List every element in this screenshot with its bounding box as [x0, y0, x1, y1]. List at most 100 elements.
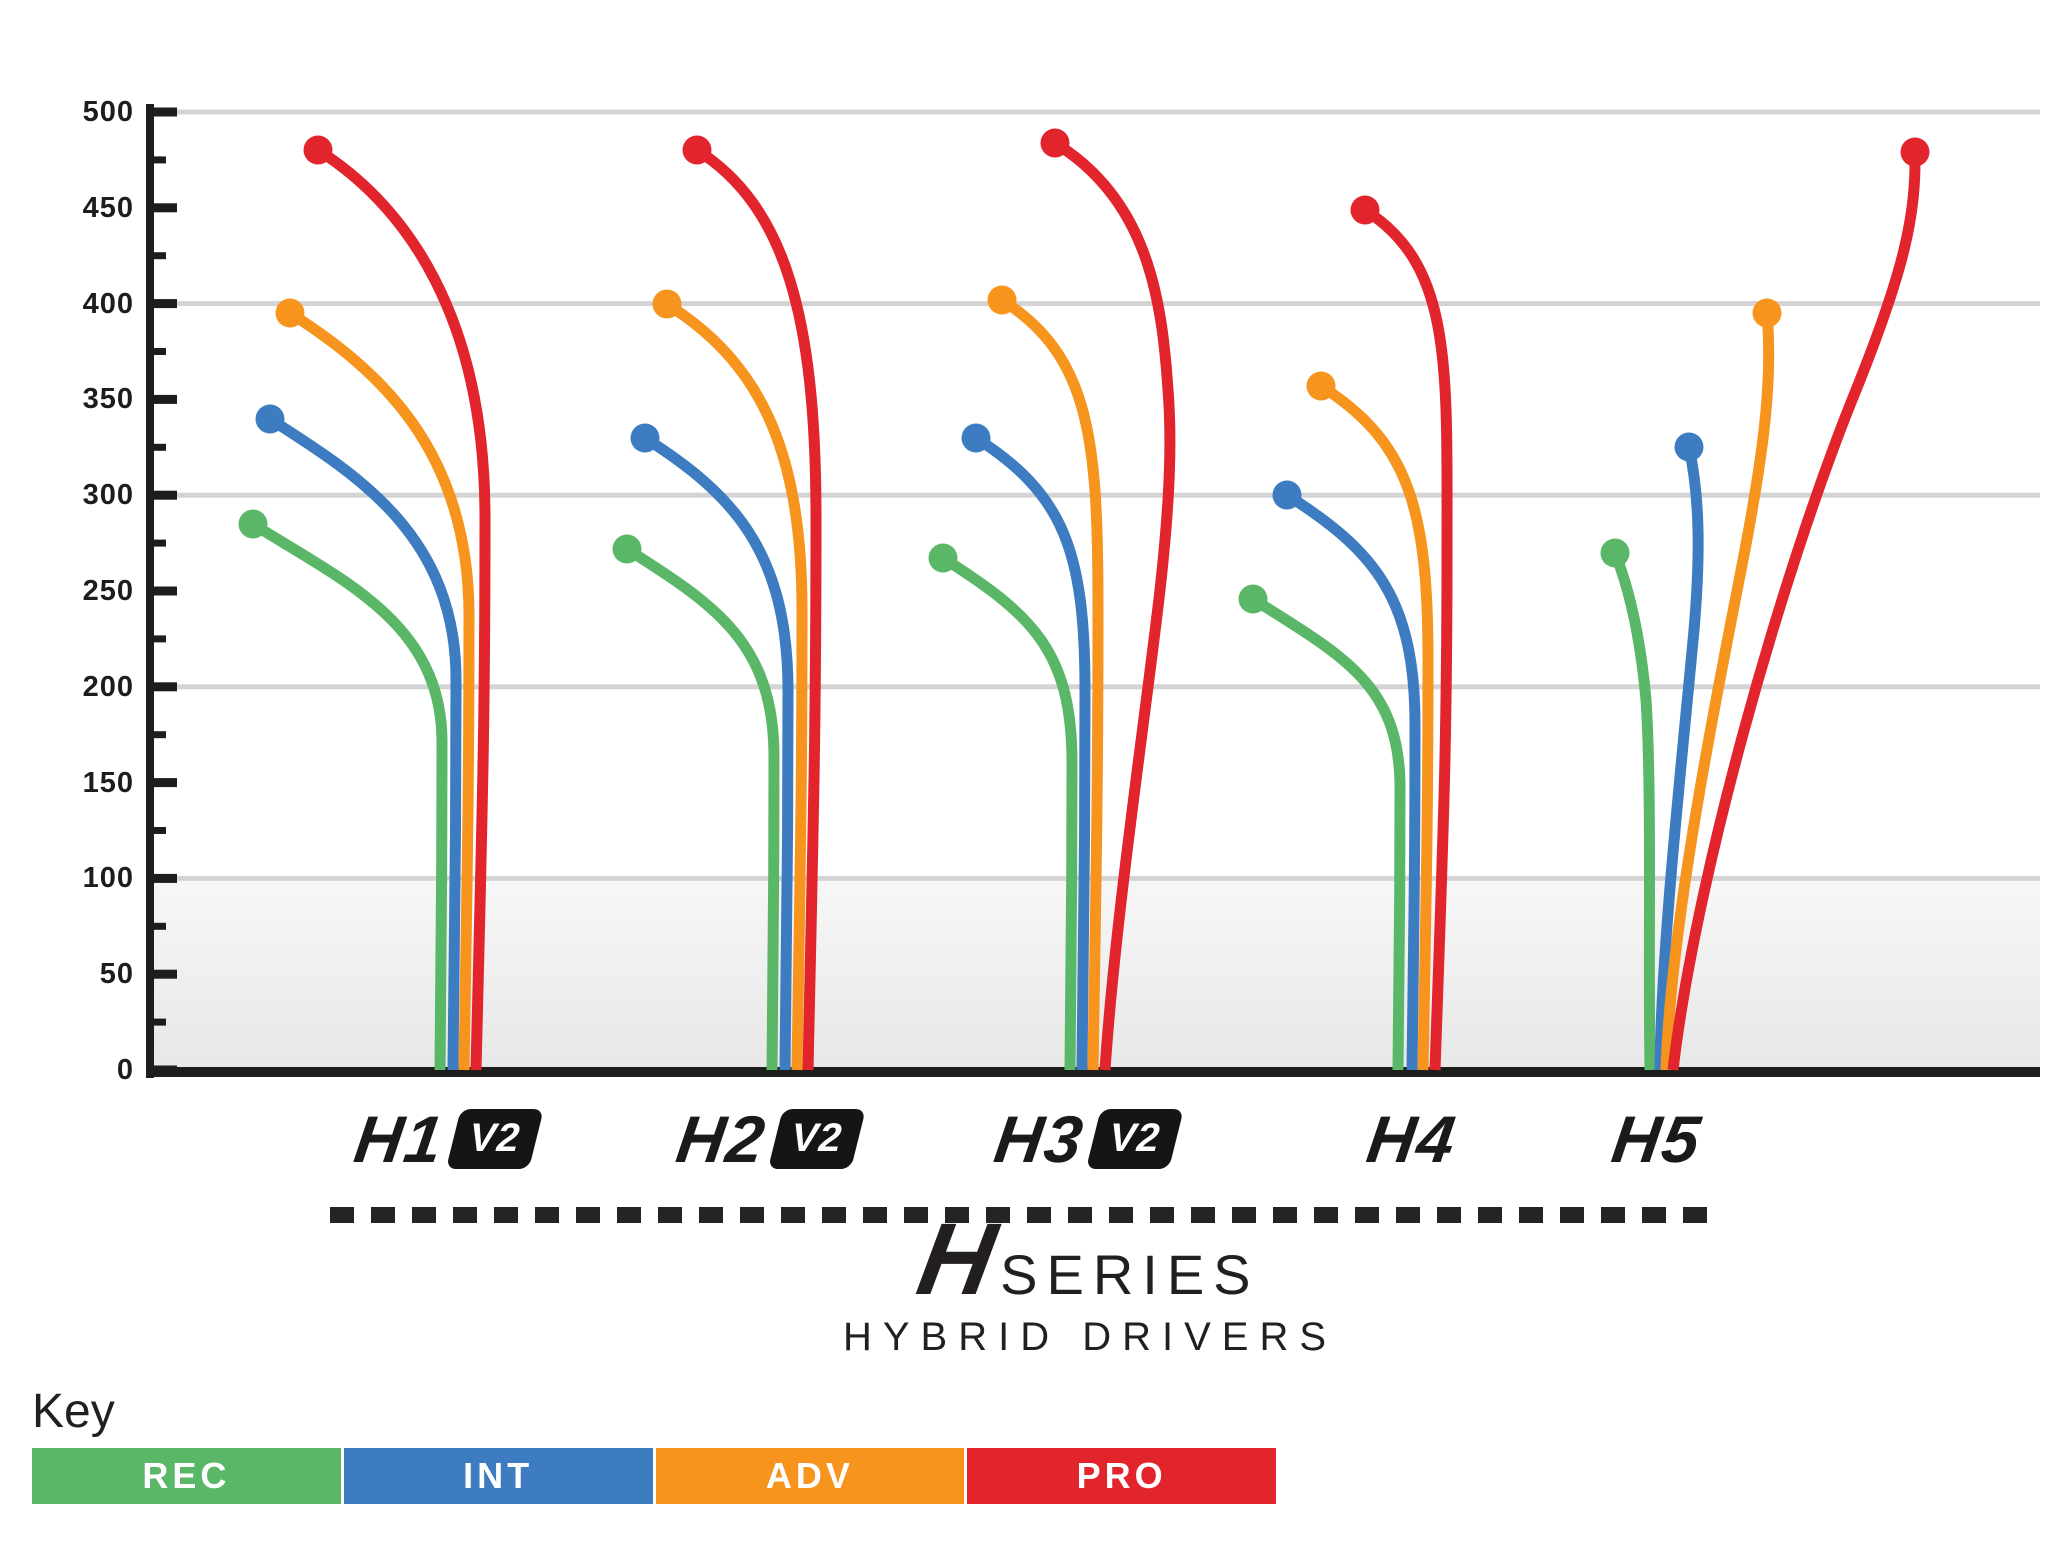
- y-tick-275: [146, 539, 166, 547]
- flight-curve-h4-int: [1284, 490, 1421, 1071]
- v2-badge: V2: [768, 1109, 867, 1169]
- h-logo: H: [910, 1202, 1005, 1316]
- landing-dot-h1-int: [255, 404, 285, 434]
- y-tick-50: [146, 969, 177, 979]
- flight-curve-h4-pro: [1362, 205, 1453, 1071]
- landing-dot-h1-rec: [238, 509, 268, 539]
- legend-segment-int: INT: [343, 1448, 653, 1504]
- landing-dot-h4-rec: [1238, 584, 1268, 614]
- y-tick-250: [146, 586, 177, 596]
- flight-curve-h3-int: [973, 433, 1091, 1071]
- series-subtitle: HYBRID DRIVERS: [842, 1314, 1338, 1359]
- disc-name-h4: H4: [1362, 1102, 1462, 1176]
- y-tick-375: [146, 348, 166, 355]
- y-tick-25: [146, 1018, 166, 1026]
- y-tick-400: [146, 299, 177, 309]
- flight-curve-h2-rec: [624, 544, 780, 1071]
- y-tick-200: [146, 682, 177, 692]
- flight-curve-h3-adv: [999, 295, 1104, 1071]
- flight-curve-h1-adv: [287, 308, 475, 1071]
- v2-badge-text: V2: [786, 1116, 849, 1160]
- flight-curve-h5-int: [1654, 445, 1704, 1071]
- y-tick-300: [146, 490, 177, 500]
- disc-name-h3: H3: [990, 1102, 1089, 1176]
- legend-label-rec: REC: [142, 1455, 231, 1496]
- series-word: SERIES: [1000, 1243, 1260, 1306]
- y-tick-500: [146, 107, 177, 117]
- legend-segment-pro: PRO: [967, 1448, 1276, 1504]
- flight-curve-h1-pro: [315, 145, 491, 1071]
- y-tick-225: [146, 635, 166, 643]
- landing-dot-h5-rec: [1600, 538, 1630, 568]
- landing-dot-h2-pro: [682, 135, 712, 165]
- y-axis-label-400: 400: [82, 287, 134, 320]
- y-tick-100: [146, 873, 177, 883]
- landing-dot-h5-adv: [1752, 298, 1782, 328]
- legend-bar: REC INT ADV PRO: [32, 1448, 1276, 1504]
- key-label: Key: [32, 1385, 115, 1438]
- landing-dot-h5-pro: [1900, 137, 1930, 167]
- landing-dot-h4-int: [1272, 480, 1302, 510]
- legend-label-pro: PRO: [1076, 1455, 1167, 1496]
- landing-dot-h3-pro: [1040, 128, 1070, 158]
- landing-dot-h3-rec: [928, 543, 958, 573]
- landing-dot-h3-adv: [987, 285, 1017, 315]
- disc-name-h5: H5: [1607, 1102, 1707, 1176]
- landing-dot-h2-adv: [652, 289, 682, 319]
- flight-curve-h5-pro: [1667, 151, 1921, 1071]
- x-axis-line: [146, 1067, 2040, 1077]
- legend-segment-rec: REC: [32, 1448, 341, 1504]
- landing-dot-h4-pro: [1350, 195, 1380, 225]
- disc-label-h3: H3 V2: [990, 1102, 1185, 1176]
- v2-badge-text: V2: [464, 1116, 527, 1160]
- v2-badge: V2: [1086, 1109, 1185, 1169]
- y-axis-label-450: 450: [82, 191, 134, 224]
- y-axis-label-100: 100: [82, 862, 134, 895]
- flight-curve-h4-adv: [1318, 381, 1434, 1071]
- flight-curve-h5-adv: [1660, 312, 1775, 1071]
- v2-badge: V2: [446, 1109, 545, 1169]
- y-axis-label-50: 50: [99, 958, 134, 991]
- series-title-main: H SERIES: [570, 1202, 1610, 1316]
- flight-curve-h2-int: [642, 433, 794, 1071]
- gridline-500: [154, 109, 2040, 115]
- v2-badge-text: V2: [1104, 1116, 1167, 1160]
- y-axis-label-500: 500: [82, 96, 134, 128]
- legend-segment-adv: ADV: [655, 1448, 965, 1504]
- disc-label-h4: H4: [1363, 1102, 1462, 1176]
- y-axis-label-200: 200: [82, 670, 134, 703]
- y-tick-425: [146, 252, 166, 260]
- landing-dot-h5-int: [1674, 432, 1704, 462]
- flight-curve-h2-adv: [664, 299, 808, 1071]
- y-tick-475: [146, 156, 166, 164]
- disc-label-h1: H1 V2: [350, 1102, 545, 1176]
- dotted-divider: [330, 1207, 1714, 1223]
- legend-label-adv: ADV: [765, 1455, 854, 1496]
- series-title: H SERIES HYBRID DRIVERS: [570, 1202, 1610, 1360]
- y-tick-125: [146, 827, 166, 834]
- disc-label-h5: H5: [1608, 1102, 1707, 1176]
- y-axis-label-250: 250: [82, 575, 134, 607]
- y-tick-150: [146, 778, 177, 788]
- y-tick-325: [146, 443, 166, 451]
- y-axis-label-350: 350: [82, 383, 134, 416]
- y-axis-label-150: 150: [82, 766, 134, 799]
- y-tick-175: [146, 731, 166, 739]
- flight-curve-h1-rec: [250, 519, 448, 1071]
- landing-dot-h2-int: [630, 423, 660, 453]
- flight-curve-h2-pro: [694, 145, 822, 1071]
- flight-curve-h3-pro: [1052, 138, 1176, 1071]
- landing-dot-h4-adv: [1306, 371, 1336, 401]
- flight-curve-h1-int: [267, 414, 462, 1071]
- landing-dot-h3-int: [961, 423, 991, 453]
- y-tick-450: [146, 203, 177, 213]
- y-axis-label-0: 0: [116, 1054, 134, 1086]
- y-tick-75: [146, 922, 166, 930]
- landing-dot-h2-rec: [612, 534, 642, 564]
- flight-curve-h3-rec: [940, 553, 1078, 1071]
- landing-dot-h1-pro: [303, 135, 333, 165]
- landing-dot-h1-adv: [275, 298, 305, 328]
- y-tick-350: [146, 394, 177, 404]
- disc-label-h2: H2 V2: [672, 1102, 867, 1176]
- disc-name-h2: H2: [672, 1102, 771, 1176]
